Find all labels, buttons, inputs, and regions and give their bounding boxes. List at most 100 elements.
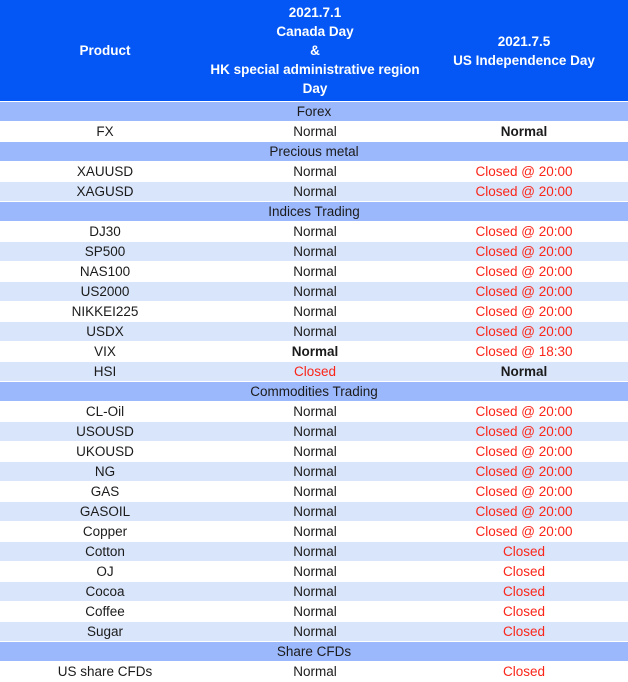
day1-status-cell: Normal xyxy=(293,284,337,299)
day1-status-cell: Normal xyxy=(293,244,337,259)
product-cell: NIKKEI225 xyxy=(71,304,139,319)
product-cell: SP500 xyxy=(84,244,126,259)
product-cell: VIX xyxy=(94,344,116,359)
product-cell: DJ30 xyxy=(89,224,121,239)
table-row: CL-Oil Normal Closed @ 20:00 xyxy=(0,402,628,422)
product-cell: FX xyxy=(96,124,114,139)
day2-status-cell: Closed @ 20:00 xyxy=(475,224,573,239)
day2-status-cell: Closed @ 20:00 xyxy=(475,504,573,519)
day1-status-cell: Closed xyxy=(293,364,337,379)
table-row: FX Normal Normal xyxy=(0,122,628,142)
product-cell: OJ xyxy=(96,564,114,579)
day1-status-cell: Normal xyxy=(293,404,337,419)
day2-status-cell: Closed @ 20:00 xyxy=(475,284,573,299)
day2-status-cell: Closed @ 20:00 xyxy=(475,304,573,319)
product-cell: Cocoa xyxy=(85,584,125,599)
day1-status-cell: Normal xyxy=(293,444,337,459)
header-day2: 2021.7.5 US Independence Day xyxy=(453,33,595,68)
product-cell: US share CFDs xyxy=(57,664,153,679)
table-row: XAUUSD Normal Closed @ 20:00 xyxy=(0,162,628,182)
section-header-row: Share CFDs xyxy=(0,642,628,662)
section-header-row: Commodities Trading xyxy=(0,382,628,402)
header-product: Product xyxy=(79,43,131,58)
day1-status-cell: Normal xyxy=(293,324,337,339)
table-row: Cocoa Normal Closed xyxy=(0,582,628,602)
day2-status-cell: Closed xyxy=(502,584,546,599)
table-row: UKOUSD Normal Closed @ 20:00 xyxy=(0,442,628,462)
table-row: US2000 Normal Closed @ 20:00 xyxy=(0,282,628,302)
day1-status-cell: Normal xyxy=(293,264,337,279)
day2-status-cell: Closed @ 20:00 xyxy=(475,484,573,499)
section-header-row: Precious metal xyxy=(0,142,628,162)
product-cell: NAS100 xyxy=(79,264,131,279)
section-header-row: Indices Trading xyxy=(0,202,628,222)
product-cell: UKOUSD xyxy=(76,444,134,459)
table-row: SP500 Normal Closed @ 20:00 xyxy=(0,242,628,262)
day1-status-cell: Normal xyxy=(293,664,337,679)
day2-status-cell: Closed xyxy=(502,624,546,639)
day1-status-cell: Normal xyxy=(293,524,337,539)
product-cell: Copper xyxy=(82,524,128,539)
header-day1: 2021.7.1 Canada Day & HK special administra… xyxy=(210,5,420,96)
day2-status-cell: Closed @ 20:00 xyxy=(475,164,573,179)
day2-status-cell: Closed @ 18:30 xyxy=(475,344,573,359)
day2-status-cell: Closed @ 20:00 xyxy=(475,404,573,419)
day2-status-cell: Closed xyxy=(502,604,546,619)
table-header-row: Product 2021.7.1 Canada Day & HK special ad… xyxy=(0,0,628,102)
table-row: HSI Closed Normal xyxy=(0,362,628,382)
day2-status-cell: Closed @ 20:00 xyxy=(475,184,573,199)
table-row: Coffee Normal Closed xyxy=(0,602,628,622)
day2-status-cell: Closed xyxy=(502,564,546,579)
product-cell: XAUUSD xyxy=(76,164,134,179)
product-cell: Cotton xyxy=(85,544,125,559)
day2-status-cell: Normal xyxy=(500,124,548,139)
table-row: Cotton Normal Closed xyxy=(0,542,628,562)
table-row: OJ Normal Closed xyxy=(0,562,628,582)
table-row: Copper Normal Closed @ 20:00 xyxy=(0,522,628,542)
day1-status-cell: Normal xyxy=(293,184,337,199)
day2-status-cell: Closed @ 20:00 xyxy=(475,264,573,279)
day2-status-cell: Closed xyxy=(502,664,546,679)
table-row: USDX Normal Closed @ 20:00 xyxy=(0,322,628,342)
product-cell: XAGUSD xyxy=(76,184,134,199)
day2-status-cell: Closed @ 20:00 xyxy=(475,464,573,479)
day2-status-cell: Closed @ 20:00 xyxy=(475,524,573,539)
table-row: NIKKEI225 Normal Closed @ 20:00 xyxy=(0,302,628,322)
product-cell: NG xyxy=(94,464,116,479)
day1-status-cell: Normal xyxy=(293,624,337,639)
day1-status-cell: Normal xyxy=(293,604,337,619)
day1-status-cell: Normal xyxy=(293,224,337,239)
day1-status-cell: Normal xyxy=(293,424,337,439)
day2-status-cell: Closed @ 20:00 xyxy=(475,444,573,459)
day2-status-cell: Closed @ 20:00 xyxy=(475,324,573,339)
section-header-row: Forex xyxy=(0,102,628,122)
day2-status-cell: Normal xyxy=(500,364,548,379)
schedule-table-body: Forex FX Normal Normal Precious metal XAUUSD N… xyxy=(0,102,628,682)
day1-status-cell: Normal xyxy=(293,564,337,579)
product-cell: GAS xyxy=(90,484,120,499)
day1-status-cell: Normal xyxy=(293,164,337,179)
product-cell: USOUSD xyxy=(76,424,134,439)
day1-status-cell: Normal xyxy=(293,124,337,139)
day1-status-cell: Normal xyxy=(293,464,337,479)
table-row: GAS Normal Closed @ 20:00 xyxy=(0,482,628,502)
product-cell: GASOIL xyxy=(79,504,131,519)
table-row: XAGUSD Normal Closed @ 20:00 xyxy=(0,182,628,202)
product-cell: US2000 xyxy=(80,284,130,299)
table-row: Sugar Normal Closed xyxy=(0,622,628,642)
day2-status-cell: Closed xyxy=(502,544,546,559)
table-row: GASOIL Normal Closed @ 20:00 xyxy=(0,502,628,522)
table-row: USOUSD Normal Closed @ 20:00 xyxy=(0,422,628,442)
day1-status-cell: Normal xyxy=(293,504,337,519)
day1-status-cell: Normal xyxy=(293,544,337,559)
product-cell: Sugar xyxy=(86,624,124,639)
day2-status-cell: Closed @ 20:00 xyxy=(475,244,573,259)
table-row: NAS100 Normal Closed @ 20:00 xyxy=(0,262,628,282)
day1-status-cell: Normal xyxy=(291,344,339,359)
day1-status-cell: Normal xyxy=(293,584,337,599)
table-row: DJ30 Normal Closed @ 20:00 xyxy=(0,222,628,242)
product-cell: USDX xyxy=(86,324,124,339)
table-row: VIX Normal Closed @ 18:30 xyxy=(0,342,628,362)
day1-status-cell: Normal xyxy=(293,484,337,499)
